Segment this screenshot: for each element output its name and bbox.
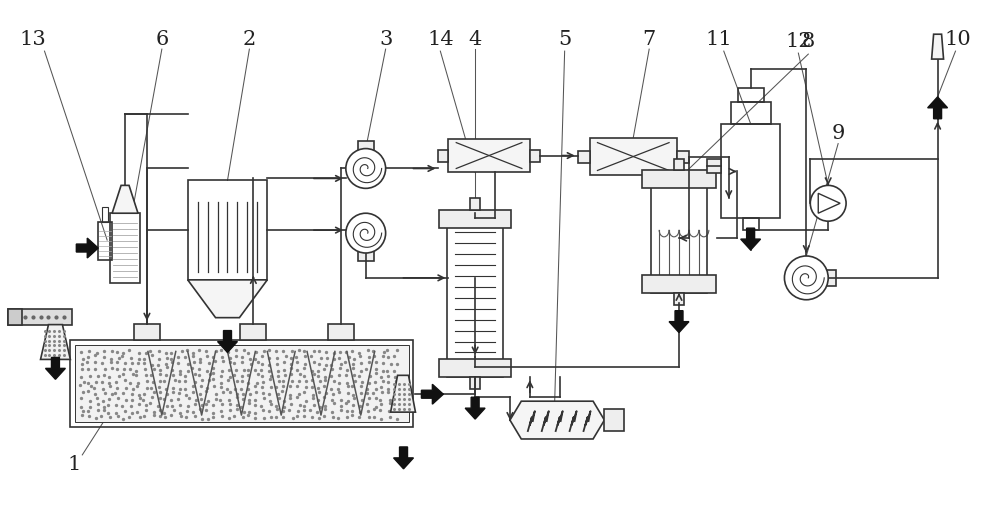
- Bar: [642, 275, 716, 293]
- Bar: [738, 88, 764, 102]
- Bar: [674, 293, 684, 305]
- Bar: [188, 180, 267, 280]
- Bar: [438, 149, 448, 162]
- Bar: [677, 150, 689, 163]
- Bar: [731, 102, 771, 124]
- Text: 6: 6: [155, 29, 168, 49]
- Text: 10: 10: [944, 29, 971, 49]
- Bar: [470, 377, 480, 389]
- Text: 1: 1: [68, 455, 81, 474]
- Bar: [439, 210, 511, 228]
- Bar: [8, 309, 22, 325]
- Polygon shape: [741, 228, 761, 250]
- Polygon shape: [669, 311, 689, 333]
- Text: 11: 11: [705, 29, 732, 49]
- Circle shape: [346, 148, 386, 188]
- Bar: [530, 149, 540, 162]
- Polygon shape: [932, 34, 944, 59]
- Text: 4: 4: [469, 29, 482, 49]
- Bar: [75, 344, 409, 422]
- Text: 2: 2: [243, 29, 256, 49]
- Circle shape: [346, 213, 386, 253]
- Bar: [70, 339, 413, 427]
- Polygon shape: [45, 358, 65, 379]
- Bar: [590, 138, 677, 175]
- Polygon shape: [421, 384, 443, 404]
- Polygon shape: [394, 447, 413, 469]
- Polygon shape: [391, 375, 415, 412]
- Text: 12: 12: [785, 31, 812, 51]
- Bar: [240, 324, 266, 339]
- Text: 7: 7: [643, 29, 656, 49]
- Bar: [674, 158, 684, 171]
- Polygon shape: [112, 185, 138, 213]
- Polygon shape: [928, 97, 948, 119]
- Bar: [448, 139, 530, 172]
- Bar: [134, 324, 160, 339]
- Bar: [604, 409, 624, 431]
- Polygon shape: [41, 325, 70, 360]
- Bar: [721, 124, 780, 218]
- Text: 9: 9: [831, 124, 845, 143]
- Circle shape: [810, 185, 846, 221]
- Polygon shape: [465, 397, 485, 419]
- Text: 3: 3: [379, 29, 392, 49]
- Bar: [328, 324, 354, 339]
- Bar: [578, 150, 590, 163]
- Text: 8: 8: [802, 31, 815, 51]
- Bar: [642, 171, 716, 188]
- Circle shape: [784, 256, 828, 300]
- Polygon shape: [510, 401, 604, 439]
- Bar: [102, 207, 108, 222]
- Bar: [826, 270, 836, 286]
- Bar: [110, 213, 140, 283]
- Bar: [447, 218, 503, 377]
- Bar: [8, 309, 72, 325]
- Bar: [470, 198, 480, 210]
- Text: 13: 13: [19, 29, 46, 49]
- Bar: [98, 222, 112, 260]
- Bar: [743, 218, 759, 230]
- Polygon shape: [188, 280, 267, 318]
- Polygon shape: [76, 238, 98, 258]
- Text: 5: 5: [558, 29, 571, 49]
- Polygon shape: [218, 331, 237, 353]
- Bar: [358, 141, 374, 150]
- Text: 14: 14: [427, 29, 454, 49]
- Bar: [707, 160, 721, 173]
- Bar: [439, 360, 511, 377]
- Bar: [358, 251, 374, 261]
- Bar: [651, 178, 707, 293]
